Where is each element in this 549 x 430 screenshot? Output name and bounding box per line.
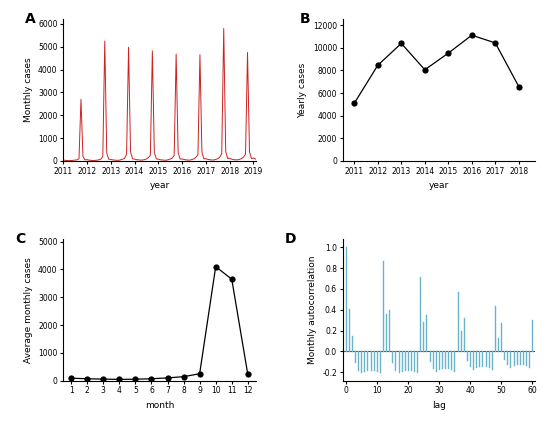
Y-axis label: Monthly cases: Monthly cases bbox=[24, 58, 32, 123]
Text: A: A bbox=[25, 12, 35, 26]
X-axis label: lag: lag bbox=[432, 401, 446, 410]
Y-axis label: Yearly cases: Yearly cases bbox=[298, 62, 307, 118]
Y-axis label: Monthly autocorrelation: Monthly autocorrelation bbox=[307, 255, 317, 364]
Y-axis label: Average monthly cases: Average monthly cases bbox=[24, 257, 32, 362]
Text: C: C bbox=[15, 232, 25, 246]
X-axis label: month: month bbox=[145, 401, 174, 410]
X-axis label: year: year bbox=[429, 181, 449, 190]
X-axis label: year: year bbox=[149, 181, 170, 190]
Text: B: B bbox=[300, 12, 311, 26]
Text: D: D bbox=[285, 232, 296, 246]
